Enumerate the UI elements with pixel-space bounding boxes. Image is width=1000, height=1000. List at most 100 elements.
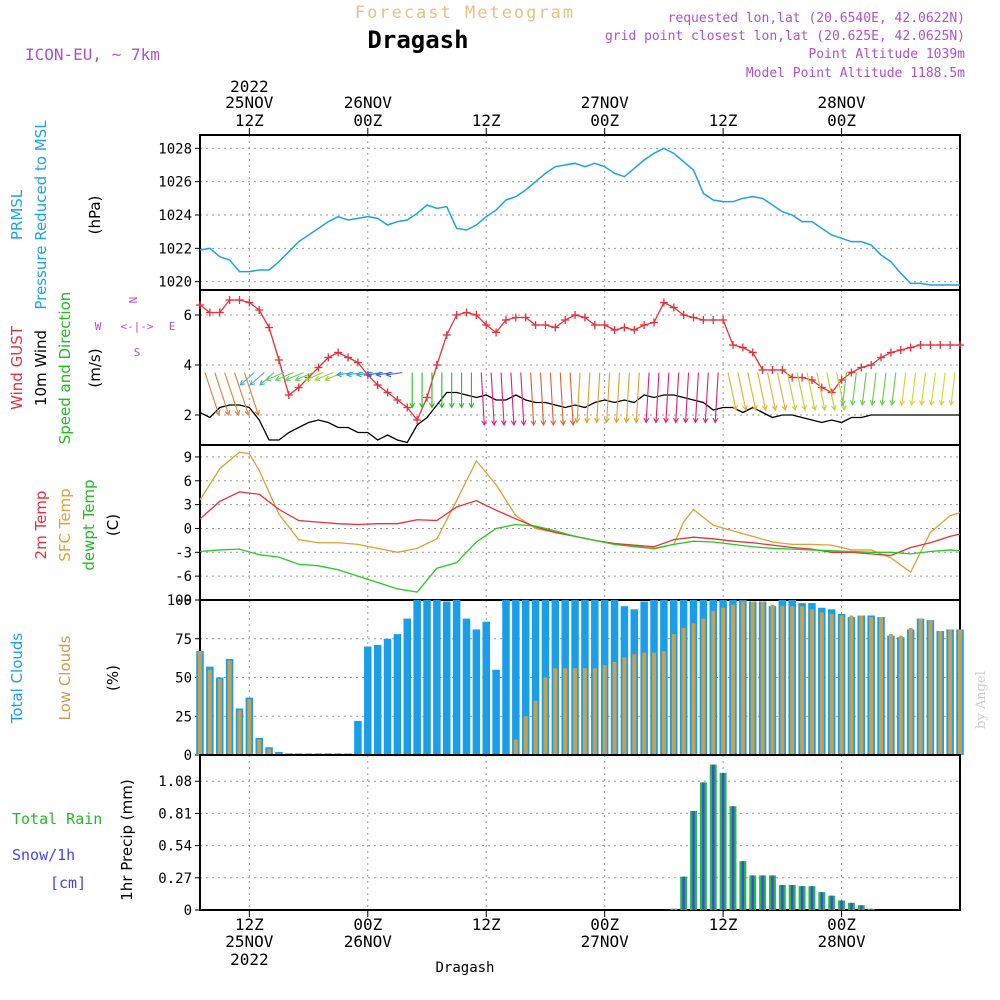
low-cloud-bar (592, 668, 597, 755)
low-cloud-bar (958, 629, 962, 755)
y-tick-label: -3 (175, 545, 192, 561)
total-cloud-bar (364, 646, 372, 755)
wind-arrow (559, 372, 564, 426)
wind-arrow-head (623, 417, 630, 424)
wind-arrow (234, 372, 250, 416)
temp-2m-label: 2m Temp (32, 491, 50, 560)
station-title: Dragash (367, 26, 468, 54)
wind-arrow (901, 372, 907, 406)
snow-bar-inner (751, 875, 754, 910)
snow-bar-inner (731, 806, 735, 910)
wind-arrow-head (254, 409, 260, 417)
panel-frame (199, 754, 961, 911)
total-cloud-bar (472, 629, 481, 755)
total-clouds-label: Total Clouds (8, 633, 26, 725)
total-cloud-bar (403, 618, 412, 755)
wind-arrow (851, 372, 857, 406)
low-cloud-bar (217, 679, 222, 755)
top-date-hour: 00Z (827, 111, 856, 130)
panels: 1020 1022 1024 1026 1028 2 4 6 N W E S <-|-> 9 6 3 0 -3 -6… (8, 120, 964, 919)
wind-arrow (806, 372, 816, 411)
snow-bar-inner (692, 811, 695, 910)
wind-arrow (776, 372, 786, 411)
wind-arrow (737, 372, 747, 411)
total-rain-label: Total Rain (12, 810, 102, 828)
low-cloud-bar (888, 634, 893, 755)
low-cloud-bar (770, 604, 775, 755)
wind-arrow (510, 372, 515, 426)
bottom-date-hour: 12Z (709, 915, 738, 934)
y-tick-label: 3 (184, 498, 192, 514)
wind-arrow (685, 372, 690, 423)
wind-arrow-head (560, 420, 566, 427)
dewpt-temp-label: dewpt Temp (80, 479, 98, 570)
wind-arrow-head (643, 417, 650, 424)
y-tick-label: 1028 (158, 141, 192, 157)
wind-arrow-head (274, 375, 281, 382)
low-cloud-bar (632, 654, 637, 755)
wind-arrow (615, 372, 621, 423)
panel-temperature: 9 6 3 0 -3 -6 -9 (175, 444, 961, 609)
snow-bar-inner (702, 782, 705, 910)
celsius-unit-label: (C) (104, 514, 122, 536)
y-tick-label: 0 (184, 903, 192, 919)
wind-arrow-head (214, 409, 221, 417)
total-cloud-bar (462, 618, 471, 755)
pressure-msl-label: Pressure Reduced to MSL (32, 120, 50, 310)
wind-arrow-head (771, 405, 778, 412)
wind-arrow-head (540, 420, 547, 427)
panel-pressure: 1020 1022 1024 1026 1028 (158, 134, 961, 291)
wind-arrow-head (879, 400, 886, 407)
wind-arrow-head (365, 371, 372, 378)
bottom-date-day: 28NOV (817, 932, 866, 951)
wind-arrow-head (653, 417, 660, 424)
dewpt-line (199, 523, 961, 593)
low-cloud-bar (671, 634, 676, 755)
header: Forecast Meteogram Dragash ICON-EU, ~ 7k… (25, 3, 989, 976)
wind-arrow (665, 372, 670, 423)
low-cloud-bar (938, 631, 943, 755)
wind-speed-line (199, 391, 960, 444)
y-tick-label: 1020 (158, 275, 192, 291)
bottom-date-hour: 00Z (827, 915, 856, 934)
y-tick-label: -6 (175, 569, 192, 585)
requested-coords: requested lon,lat (20.6540E, 42.0622N) (668, 11, 965, 26)
low-cloud-bar (247, 699, 252, 755)
wind-arrow (520, 372, 525, 426)
wind-arrow-head (613, 417, 620, 424)
wind-arrow (315, 371, 334, 381)
wind-arrow (727, 372, 737, 411)
top-date-hour: 12Z (235, 111, 264, 130)
wind-arrow-head (752, 405, 758, 412)
low-cloud-bar (869, 617, 874, 755)
wind-arrow-head (673, 417, 679, 424)
wind-arrow-head (821, 405, 827, 412)
wind-arrow (305, 371, 324, 381)
wind-arrow-head (909, 400, 915, 407)
wind-arrow (295, 371, 314, 381)
wind-arrow-head (304, 375, 311, 382)
y-tick-label: 0 (184, 521, 192, 537)
snow-bar-inner (741, 861, 745, 910)
wind-arrow-head (500, 420, 507, 427)
wind-arrow-head (510, 420, 517, 427)
compass-e: E (169, 320, 176, 333)
low-cloud-bar (809, 609, 814, 755)
snow-bar-inner (771, 875, 774, 910)
bottom-date-hour: 12Z (472, 915, 501, 934)
total-cloud-bar (492, 669, 500, 755)
wind-arrow-head (831, 405, 837, 412)
low-cloud-bar (257, 739, 262, 755)
low-cloud-bar (701, 618, 706, 755)
total-cloud-bar (413, 600, 421, 755)
panel-frame (199, 444, 961, 601)
bottom-date-hour: 00Z (353, 915, 382, 934)
point-altitude: Point Altitude 1039m (808, 47, 965, 62)
wind-arrow (324, 371, 344, 381)
wind-arrow (224, 372, 240, 416)
footer-station: Dragash (435, 960, 494, 976)
wind-arrow (576, 372, 581, 423)
wind-arrow (635, 372, 640, 423)
snow-bar-inner (800, 886, 804, 910)
